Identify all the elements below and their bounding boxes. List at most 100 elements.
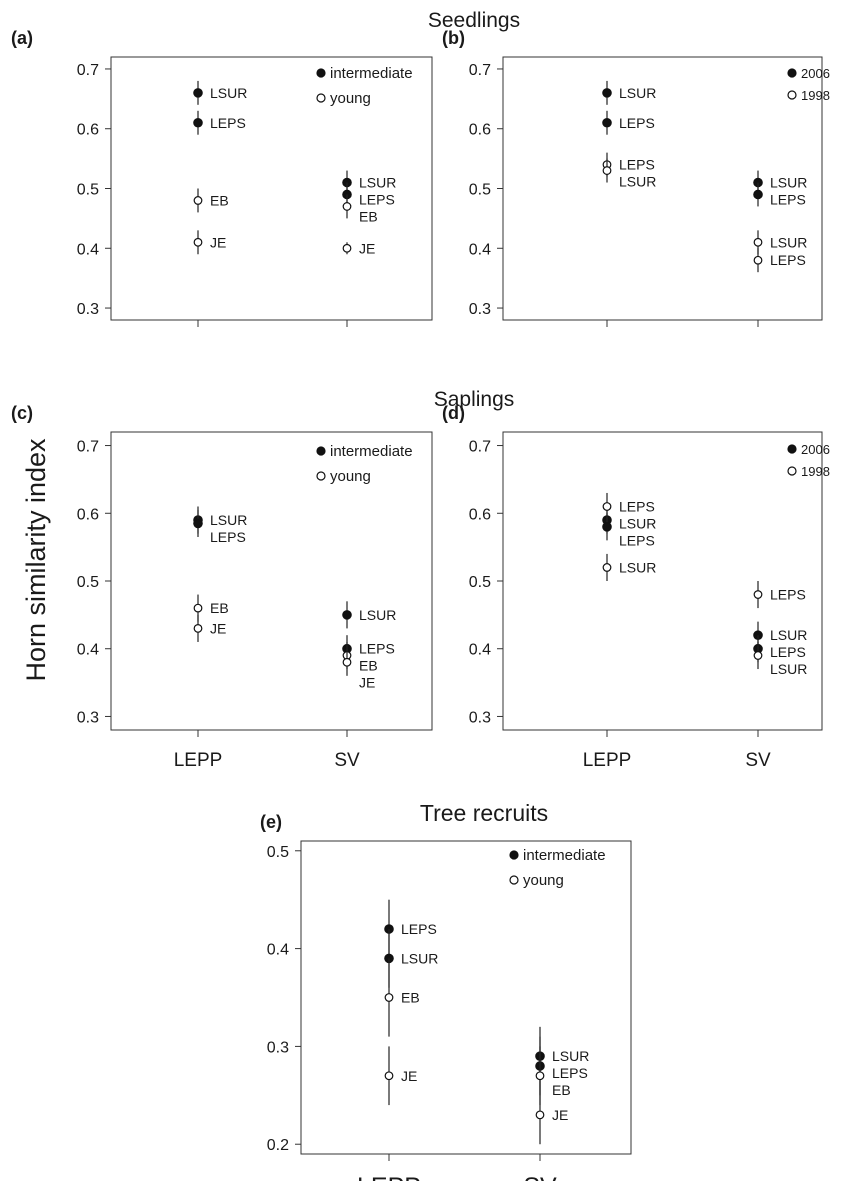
data-point <box>384 993 394 1002</box>
section-title-seedlings: Seedlings <box>428 9 520 32</box>
y-tick-label: 0.7 <box>77 62 99 79</box>
data-point <box>193 603 203 613</box>
y-tick-label: 0.5 <box>469 574 491 591</box>
legend-label-open: young <box>330 468 371 485</box>
point-label: LSUR <box>359 175 396 191</box>
y-tick-label: 0.7 <box>469 62 491 79</box>
y-tick-label: 0.3 <box>77 709 99 726</box>
y-tick-label: 0.4 <box>469 642 491 659</box>
series-filled <box>602 80 763 207</box>
section-title-saplings: Saplings <box>434 388 515 411</box>
data-point <box>342 657 352 667</box>
point-label: LEPS <box>770 587 806 603</box>
legend-marker-filled <box>787 444 797 454</box>
series-open <box>602 492 763 670</box>
point-label: EB <box>552 1082 571 1098</box>
data-point <box>753 237 763 247</box>
point-label: LEPS <box>552 1065 588 1081</box>
panel-b: (b)0.30.40.50.60.7 20061998LSURLEPSLEPSLS… <box>442 28 830 327</box>
point-label: JE <box>359 240 375 256</box>
y-tick-label: 0.5 <box>267 844 289 861</box>
point-label: LSUR <box>359 607 396 623</box>
point-label: LEPS <box>770 644 806 660</box>
legend-marker-filled <box>787 68 797 78</box>
panel-label: (c) <box>11 403 33 423</box>
point-label: LSUR <box>619 174 656 190</box>
point-label: EB <box>359 658 378 674</box>
y-tick-label: 0.4 <box>469 241 491 258</box>
panel-frame <box>502 431 823 731</box>
point-label: JE <box>210 234 226 250</box>
legend-label-filled: intermediate <box>330 65 413 82</box>
legend-marker-open <box>316 93 326 103</box>
point-label: EB <box>401 990 420 1006</box>
point-label: LEPS <box>770 192 806 208</box>
data-point <box>602 502 612 511</box>
data-point <box>602 563 612 572</box>
x-tick-label: LEPP <box>357 1173 421 1181</box>
y-tick-label: 0.7 <box>469 439 491 456</box>
data-point <box>753 651 763 660</box>
y-tick-label: 0.4 <box>267 942 289 959</box>
data-point <box>193 196 203 205</box>
data-point <box>342 610 352 620</box>
data-point <box>602 166 612 175</box>
point-label: LSUR <box>619 516 656 532</box>
panel-c: (c) 0.3 0.4 0.5 0.6 0.7 LEPP SV intermediate youn… <box>11 403 433 771</box>
data-point <box>602 522 612 532</box>
point-label: LSUR <box>770 661 807 677</box>
point-label: LEPS <box>401 921 437 937</box>
data-point <box>753 255 763 265</box>
point-label: LEPS <box>619 115 655 131</box>
y-tick-label: 0.5 <box>469 182 491 199</box>
point-label: EB <box>210 600 229 616</box>
legend-label-open: young <box>330 90 371 107</box>
point-label: JE <box>401 1068 417 1084</box>
panel-frame <box>300 840 632 1155</box>
data-point <box>342 243 352 253</box>
point-label: LSUR <box>210 85 247 101</box>
data-point <box>753 189 763 200</box>
x-tick-label: SV <box>334 750 360 771</box>
series-open <box>384 958 545 1145</box>
point-label: LSUR <box>210 512 247 528</box>
point-label: EB <box>210 192 229 208</box>
point-label: LSUR <box>552 1048 589 1064</box>
data-point <box>193 237 203 247</box>
y-tick-label: 0.4 <box>77 241 99 258</box>
panel-label: (b) <box>442 28 465 48</box>
y-tick-label: 0.7 <box>77 439 99 456</box>
panel-a: (a)0.30.40.50.60.7 intermediateyoungLSURL… <box>11 28 433 327</box>
point-label: LEPS <box>770 252 806 268</box>
legend-label-open: 1998 <box>801 464 830 479</box>
point-label: LEPS <box>619 157 655 173</box>
data-point <box>193 518 203 529</box>
y-tick-label: 0.3 <box>267 1039 289 1056</box>
legend-marker-open <box>316 471 326 481</box>
y-tick-label: 0.6 <box>77 506 99 523</box>
series-open <box>193 188 352 255</box>
point-label: LEPS <box>619 533 655 549</box>
panel-label: (d) <box>442 403 465 423</box>
point-label: LEPS <box>210 529 246 545</box>
point-label: LEPS <box>210 115 246 131</box>
y-axis-label: Horn similarity index <box>21 438 51 682</box>
data-point <box>753 590 763 599</box>
series-open <box>602 152 763 273</box>
data-point <box>535 1110 545 1120</box>
x-tick-label: LEPP <box>174 750 223 771</box>
data-point <box>193 117 203 128</box>
point-label: JE <box>552 1107 568 1123</box>
point-label: LEPS <box>359 192 395 208</box>
legend-marker-filled <box>316 446 326 456</box>
x-tick-label: SV <box>745 750 771 771</box>
point-label: LEPS <box>619 499 655 515</box>
point-label: LSUR <box>619 559 656 575</box>
y-tick-label: 0.6 <box>469 122 491 139</box>
point-label: LSUR <box>619 85 656 101</box>
y-tick-label: 0.4 <box>77 642 99 659</box>
point-label: EB <box>359 209 378 225</box>
legend-label-filled: intermediate <box>523 847 606 864</box>
section-title-tree-recruits: Tree recruits <box>420 800 548 826</box>
